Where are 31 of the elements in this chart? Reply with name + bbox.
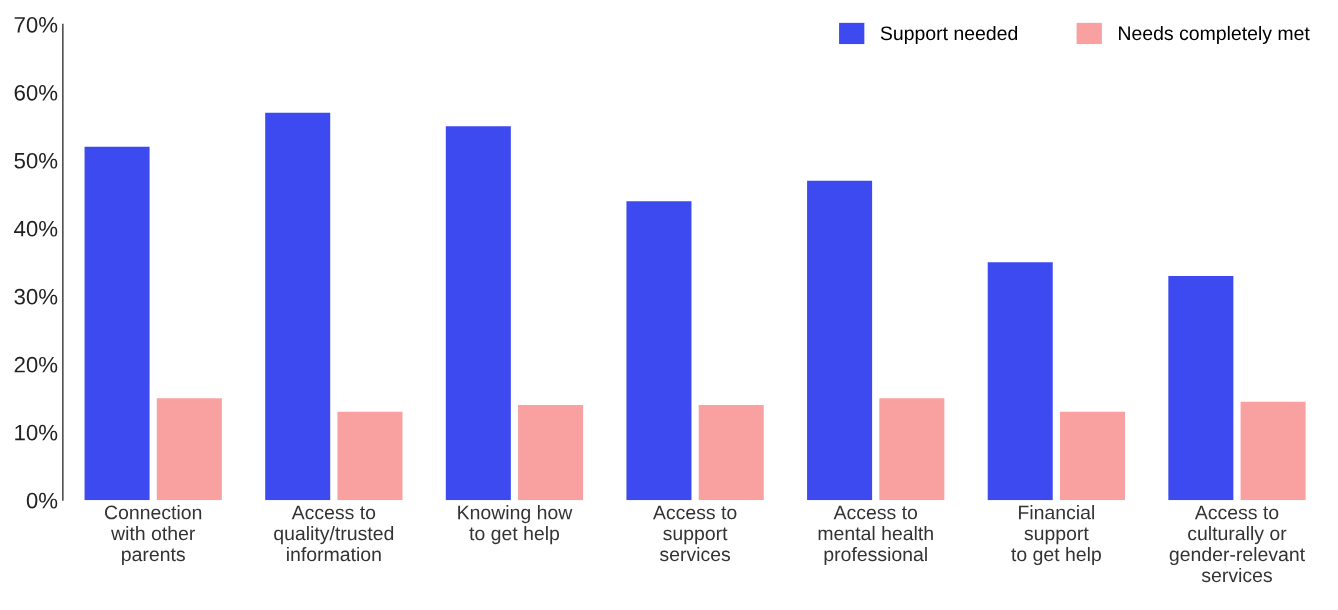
y-tick-label: 10% bbox=[15, 424, 58, 441]
legend-label: Support needed bbox=[880, 25, 1018, 45]
x-tick-label: Access to mental health professional bbox=[818, 505, 933, 566]
bar bbox=[84, 146, 150, 501]
x-tick-label: Connection with other parents bbox=[105, 505, 202, 566]
bar bbox=[987, 262, 1053, 501]
bar bbox=[626, 201, 692, 501]
bar bbox=[337, 411, 403, 501]
y-tick-label: 60% bbox=[14, 84, 58, 101]
bar bbox=[156, 398, 222, 501]
legend-label: Needs completely met bbox=[1119, 25, 1310, 45]
bar bbox=[807, 180, 873, 501]
bar bbox=[1240, 401, 1306, 501]
y-tick-label: 20% bbox=[14, 356, 58, 373]
x-tick-label: Access to support services bbox=[652, 505, 737, 562]
bar bbox=[698, 405, 764, 501]
y-tick-label: 70% bbox=[14, 16, 58, 33]
x-tick-label: Access to quality/trusted information bbox=[274, 505, 394, 562]
y-tick-label: 40% bbox=[14, 220, 58, 237]
bar bbox=[265, 112, 331, 501]
y-tick-label: 50% bbox=[14, 152, 58, 169]
x-tick-label: Access to culturally or gender-relevant services bbox=[1169, 505, 1305, 583]
y-tick-label: 30% bbox=[14, 288, 58, 305]
y-tick-label: 0% bbox=[26, 492, 58, 509]
x-tick-label: Knowing how to get help bbox=[458, 505, 573, 545]
bar bbox=[1059, 411, 1125, 501]
bar bbox=[1168, 275, 1234, 501]
bar bbox=[518, 405, 584, 501]
bar bbox=[879, 398, 945, 501]
x-tick-label: Financial support to get help bbox=[1011, 505, 1101, 566]
bar bbox=[445, 126, 511, 501]
